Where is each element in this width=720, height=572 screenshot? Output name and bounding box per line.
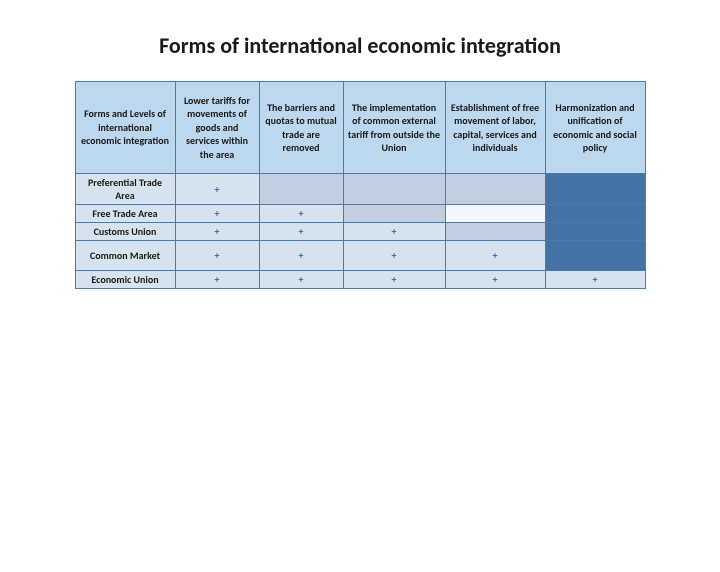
cell: + bbox=[259, 223, 343, 241]
table-row: Customs Union+++ bbox=[75, 223, 645, 241]
cell: + bbox=[175, 205, 259, 223]
cell bbox=[545, 223, 645, 241]
row-label: Preferential Trade Area bbox=[75, 174, 175, 205]
cell: + bbox=[175, 241, 259, 271]
cell bbox=[445, 223, 545, 241]
col-header-5: Harmonization and unification of economi… bbox=[545, 82, 645, 174]
col-header-0: Forms and Levels of international econom… bbox=[75, 82, 175, 174]
cell bbox=[343, 205, 445, 223]
table-row: Economic Union+++++ bbox=[75, 271, 645, 289]
cell bbox=[445, 205, 545, 223]
row-label: Economic Union bbox=[75, 271, 175, 289]
cell: + bbox=[343, 241, 445, 271]
cell: + bbox=[343, 223, 445, 241]
cell: + bbox=[259, 205, 343, 223]
integration-table: Forms and Levels of international econom… bbox=[75, 81, 646, 289]
row-label: Free Trade Area bbox=[75, 205, 175, 223]
row-label: Customs Union bbox=[75, 223, 175, 241]
col-header-2: The barriers and quotas to mutual trade … bbox=[259, 82, 343, 174]
col-header-4: Establishment of free movement of labor,… bbox=[445, 82, 545, 174]
cell bbox=[545, 174, 645, 205]
table-row: Preferential Trade Area+ bbox=[75, 174, 645, 205]
cell: + bbox=[175, 271, 259, 289]
cell bbox=[545, 241, 645, 271]
table-row: Free Trade Area++ bbox=[75, 205, 645, 223]
cell: + bbox=[445, 271, 545, 289]
row-label: Common Market bbox=[75, 241, 175, 271]
page-title: Forms of international economic integrat… bbox=[0, 32, 720, 59]
cell: + bbox=[343, 271, 445, 289]
table-container: Forms and Levels of international econom… bbox=[0, 81, 720, 289]
cell: + bbox=[259, 271, 343, 289]
col-header-3: The implementation of common external ta… bbox=[343, 82, 445, 174]
col-header-1: Lower tariffs for movements of goods and… bbox=[175, 82, 259, 174]
cell bbox=[259, 174, 343, 205]
table-header-row: Forms and Levels of international econom… bbox=[75, 82, 645, 174]
cell: + bbox=[545, 271, 645, 289]
cell bbox=[445, 174, 545, 205]
cell bbox=[545, 205, 645, 223]
cell: + bbox=[445, 241, 545, 271]
cell: + bbox=[175, 174, 259, 205]
cell: + bbox=[175, 223, 259, 241]
cell bbox=[343, 174, 445, 205]
cell: + bbox=[259, 241, 343, 271]
table-row: Common Market++++ bbox=[75, 241, 645, 271]
